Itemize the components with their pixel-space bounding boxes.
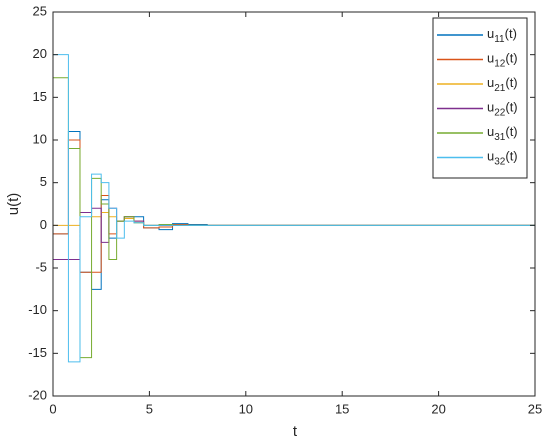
legend-label: u21(t) xyxy=(487,75,518,93)
x-tick-label: 10 xyxy=(239,401,253,416)
y-tick-label: -5 xyxy=(35,259,47,274)
y-tick-label: 15 xyxy=(33,89,47,104)
legend-box xyxy=(432,17,528,179)
x-tick-label: 15 xyxy=(335,401,349,416)
y-axis-label: u(t) xyxy=(5,193,22,216)
x-tick-label: 0 xyxy=(49,401,56,416)
y-tick-label: -20 xyxy=(28,387,47,402)
y-tick-label: 20 xyxy=(33,46,47,61)
y-tick-label: 5 xyxy=(40,174,47,189)
x-axis-label: t xyxy=(293,423,298,440)
legend-label: u32(t) xyxy=(487,149,518,167)
y-tick-label: -15 xyxy=(28,345,47,360)
series-line xyxy=(53,54,535,363)
legend-label: u22(t) xyxy=(487,100,518,118)
legend-label: u11(t) xyxy=(487,26,517,44)
legend-label: u31(t) xyxy=(487,124,518,142)
y-tick-label: 10 xyxy=(33,131,47,146)
x-tick-label: 20 xyxy=(431,401,445,416)
y-tick-label: -10 xyxy=(28,302,47,317)
y-tick-label: 0 xyxy=(40,217,47,232)
x-tick-label: 25 xyxy=(528,401,542,416)
legend-label: u12(t) xyxy=(487,51,518,69)
x-tick-label: 5 xyxy=(146,401,153,416)
y-tick-label: 25 xyxy=(33,3,47,18)
axes-box xyxy=(52,11,536,397)
